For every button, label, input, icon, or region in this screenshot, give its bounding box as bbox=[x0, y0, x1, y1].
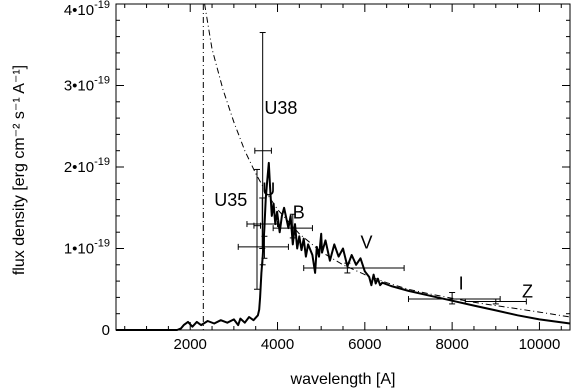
model-curve-dashdot bbox=[204, 3, 571, 318]
band-label-u38: U38 bbox=[264, 98, 297, 118]
spectrum-line bbox=[116, 161, 571, 331]
y-axis-title: flux density [erg cm⁻² s⁻¹ A⁻¹] bbox=[11, 65, 28, 275]
plot-frame bbox=[115, 3, 571, 331]
x-tick-label: 8000 bbox=[435, 336, 468, 353]
error-bar-u35 bbox=[253, 168, 261, 290]
band-label-i: I bbox=[459, 273, 464, 293]
x-tick-label: 2000 bbox=[174, 336, 207, 353]
y-tick-label: 0 bbox=[102, 322, 110, 339]
y-axis-ticks: 0 1•10-19 2•10-19 3•10-19 4•10-19 bbox=[64, 0, 570, 339]
x-tick-label: 10000 bbox=[519, 336, 561, 353]
y-tick-label: 2•10-19 bbox=[64, 156, 110, 176]
x-tick-label: 4000 bbox=[261, 336, 294, 353]
photometry-error-bars bbox=[237, 32, 527, 305]
series-layer bbox=[116, 3, 571, 331]
y-tick-label: 3•10-19 bbox=[64, 75, 110, 95]
band-label-u35: U35 bbox=[214, 190, 247, 210]
error-bar-u bbox=[246, 197, 279, 249]
band-label-v: V bbox=[360, 233, 372, 253]
band-label-u: U bbox=[262, 180, 275, 200]
band-label-z: Z bbox=[522, 281, 533, 301]
error-bar-v bbox=[303, 262, 405, 274]
y-tick-label: 4•10-19 bbox=[64, 0, 110, 19]
x-axis-title: wavelength [A] bbox=[290, 371, 396, 388]
band-labels: U38 U35 UB V I Z bbox=[214, 98, 533, 301]
error-bar-b bbox=[272, 213, 313, 239]
plot-area-border bbox=[115, 3, 571, 331]
x-axis-ticks: 2000 4000 6000 8000 10000 bbox=[124, 4, 562, 353]
x-tick-label: 6000 bbox=[348, 336, 381, 353]
error-bar-i bbox=[407, 292, 501, 305]
error-bar bbox=[237, 235, 289, 259]
error-bar-z bbox=[464, 298, 527, 305]
y-tick-label: 1•10-19 bbox=[64, 238, 110, 258]
band-label-b: B bbox=[293, 202, 305, 222]
